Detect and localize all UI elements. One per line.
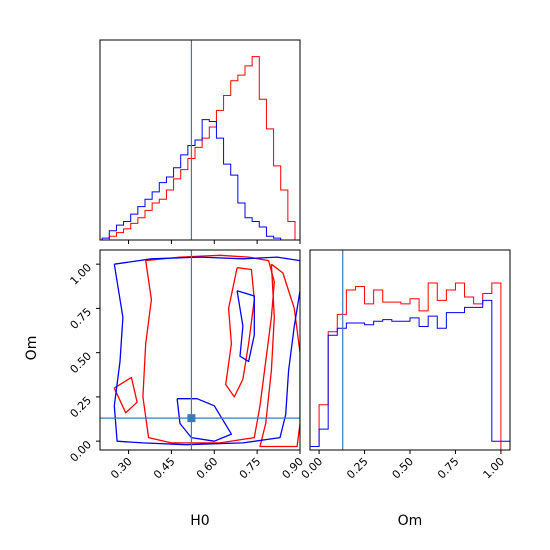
contour-xtick-label-2: 0.60 [194,455,221,482]
om-histogram-xtick-label-2: 0.50 [390,455,417,482]
contour-1-0 [113,256,300,446]
om-histogram-frame [309,249,511,451]
contour-0-3 [113,376,138,414]
om-histogram-xtick-label-1: 0.25 [344,455,371,482]
contour-ytick-label-4: 1.00 [68,261,95,288]
h0-histogram-panel [99,39,301,244]
contour-0-2 [259,263,300,448]
y-axis-label-om: Om [24,336,40,361]
x-axis-label-h0: H0 [190,513,209,529]
contour-0-1 [225,267,255,398]
om-histogram-xtick-label-0: 0.00 [299,455,326,482]
contour-1-2 [236,290,255,363]
contour-0-0 [142,254,275,444]
contour-xtick-label-1: 0.45 [151,455,178,482]
h0-om-contour-panel: 0.30 0.45 0.60 0.75 0.900.000.250.500.751.00 [68,249,306,482]
contour-ytick-label-3: 0.75 [68,305,95,332]
om-histogram-series-1 [310,299,510,450]
om-histogram-xtick-label-4: 1.00 [481,455,508,482]
x-axis-label-om: Om [398,513,423,529]
om-histogram-panel: 0.00 0.25 0.50 0.75 1.00 [299,249,511,482]
contour-xtick-label-3: 0.75 [237,455,264,482]
contour-ytick-label-1: 0.25 [68,394,95,421]
h0-histogram-series-0 [102,56,296,240]
h0-histogram-series-1 [101,119,295,240]
om-histogram-xtick-label-3: 0.75 [435,455,462,482]
contour-ytick-label-0: 0.00 [68,438,95,465]
om-histogram-series-0 [310,282,510,450]
contour-ytick-label-2: 0.50 [68,350,95,377]
h0-histogram-frame [99,39,301,241]
contour-1-1 [176,398,233,442]
contour-frame [99,249,301,451]
contour-xtick-label-0: 0.30 [108,455,135,482]
truth-point-marker [187,414,196,423]
